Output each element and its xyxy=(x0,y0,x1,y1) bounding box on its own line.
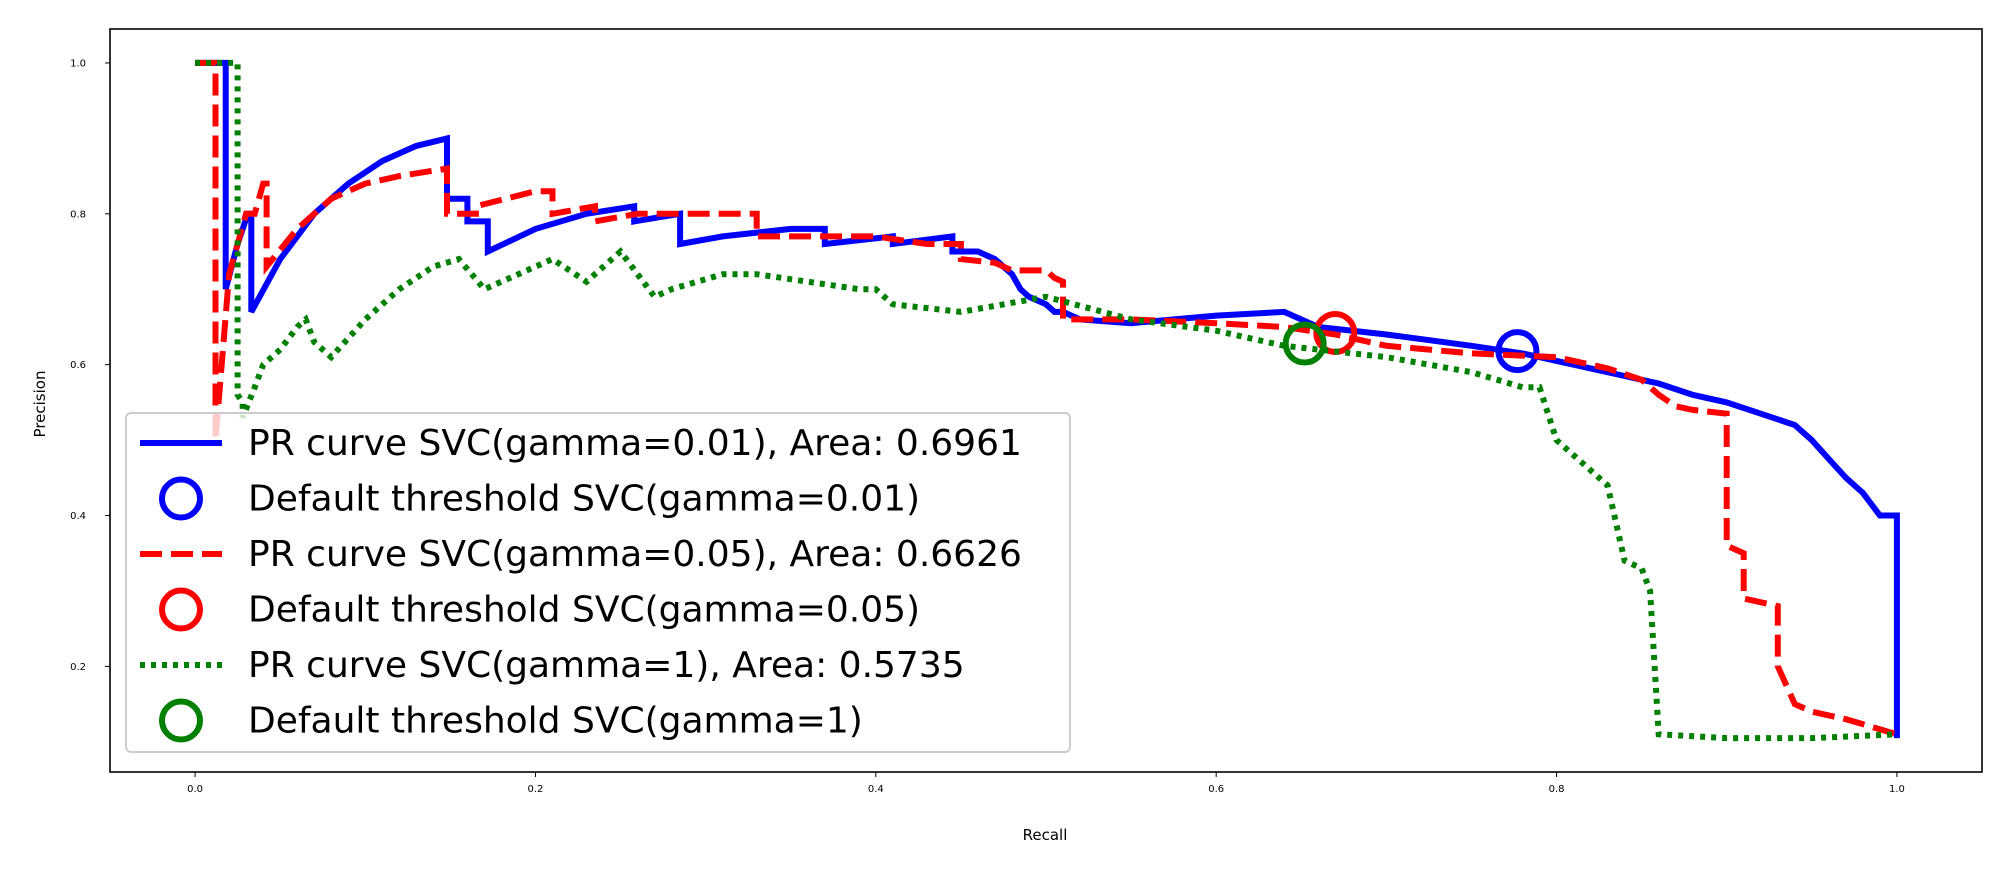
y-tick-label: 0.4 xyxy=(70,511,86,522)
threshold-marker-1 xyxy=(1495,329,1540,374)
series-line-4 xyxy=(195,59,1898,742)
threshold-marker-5 xyxy=(1282,321,1327,366)
x-tick-label: 0.2 xyxy=(528,784,544,795)
legend-entry-label: PR curve SVC(gamma=0.05), Area: 0.6626 xyxy=(248,534,1022,575)
legend-entry-label: Default threshold SVC(gamma=1) xyxy=(248,701,863,742)
ticks-layer: 0.0 0.2 0.4 0.6 0.8 1.0 0.2 0.4 0.6 0.8 1.0 xyxy=(70,58,1905,795)
x-tick-label: 0.6 xyxy=(1208,784,1224,795)
x-tick-label: 0.8 xyxy=(1549,784,1565,795)
y-tick-label: 0.6 xyxy=(70,360,86,371)
y-tick-label: 0.8 xyxy=(70,209,86,220)
legend-marker-swatch xyxy=(159,476,203,521)
x-axis-label: Recall xyxy=(1023,826,1068,844)
legend-entry-label: Default threshold SVC(gamma=0.05) xyxy=(248,590,920,631)
series-layer xyxy=(195,59,1900,742)
x-tick-label: 0.0 xyxy=(187,784,203,795)
legend-marker-swatch xyxy=(159,587,203,632)
y-axis-label: Precision xyxy=(31,371,49,438)
legend-marker-swatch xyxy=(159,698,203,743)
x-tick-label: 1.0 xyxy=(1889,784,1905,795)
plot-frame xyxy=(109,28,1983,773)
legend-entry-label: PR curve SVC(gamma=0.01), Area: 0.6961 xyxy=(248,423,1022,464)
series-line-0 xyxy=(195,59,1900,739)
legend-entry-label: Default threshold SVC(gamma=0.01) xyxy=(248,479,920,520)
y-tick-label: 0.2 xyxy=(70,662,86,673)
series-line-2 xyxy=(195,59,1898,738)
y-tick-label: 1.0 xyxy=(70,58,86,69)
legend: PR curve SVC(gamma=0.01), Area: 0.6961 De… xyxy=(125,412,1071,753)
x-tick-label: 0.4 xyxy=(868,784,884,795)
legend-box xyxy=(125,412,1071,753)
legend-entry-label: PR curve SVC(gamma=1), Area: 0.5735 xyxy=(248,645,965,686)
